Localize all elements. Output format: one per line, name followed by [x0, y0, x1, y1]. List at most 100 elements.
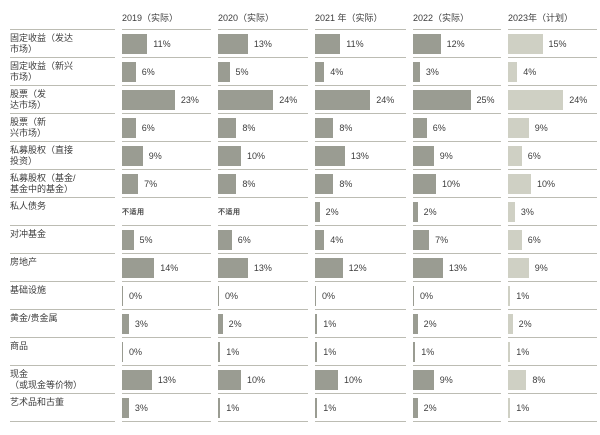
- bar-cell: 7%: [122, 170, 211, 198]
- bar-value-label: 1%: [516, 346, 530, 357]
- bar-cell: 4%: [315, 58, 406, 86]
- bar-cell: 0%: [122, 338, 211, 366]
- bar-value-label: 13%: [157, 374, 176, 385]
- label-column-header: [10, 8, 115, 30]
- row-label: 现金 （或现金等价物）: [10, 366, 115, 394]
- bar: [315, 89, 371, 110]
- bar-value-label: 1%: [226, 346, 240, 357]
- bar-value-label: 8%: [242, 122, 256, 133]
- bar-cell: 1%: [315, 310, 406, 338]
- bar-value-label: 14%: [160, 262, 179, 273]
- row-label: 商品: [10, 338, 115, 366]
- bar-cell: 1%: [508, 338, 597, 366]
- not-applicable-label: 不适用: [122, 208, 145, 216]
- bar-value-label: 5%: [235, 66, 249, 77]
- bar-value-label: 1%: [226, 402, 240, 413]
- bar-value-label: 1%: [323, 346, 337, 357]
- bar-value-label: 1%: [323, 402, 337, 413]
- bar-value-label: 8%: [339, 122, 353, 133]
- bar: [315, 285, 316, 306]
- bar-cell: 24%: [218, 86, 308, 114]
- bar-cell: 8%: [218, 114, 308, 142]
- bar-value-label: 10%: [344, 374, 363, 385]
- bar: [413, 201, 418, 222]
- bar-cell: 6%: [122, 58, 211, 86]
- bar-value-label: 6%: [527, 150, 541, 161]
- bar-value-label: 12%: [348, 262, 367, 273]
- bar-value-label: 10%: [442, 178, 461, 189]
- bar-value-label: 8%: [242, 178, 256, 189]
- bar-cell: 23%: [122, 86, 211, 114]
- bar: [218, 369, 241, 390]
- bar-cell: 4%: [508, 58, 597, 86]
- bar-value-label: 12%: [446, 38, 465, 49]
- bar-cell: 13%: [315, 142, 406, 170]
- bar: [413, 117, 427, 138]
- bar-value-label: 6%: [527, 234, 541, 245]
- bar: [508, 201, 515, 222]
- bar: [508, 173, 531, 194]
- bar-value-label: 2%: [518, 318, 532, 329]
- bar: [315, 369, 338, 390]
- bar-cell: 不适用: [218, 198, 308, 226]
- row-label: 股票（发 达市场）: [10, 86, 115, 114]
- bar: [315, 117, 334, 138]
- bar-value-label: 6%: [141, 66, 155, 77]
- bar: [122, 173, 139, 194]
- bar: [315, 313, 318, 334]
- bar-cell: 13%: [218, 30, 308, 58]
- bar-value-label: 7%: [144, 178, 158, 189]
- bar: [122, 145, 143, 166]
- row-label: 房地产: [10, 254, 115, 282]
- bar-cell: 3%: [413, 58, 501, 86]
- bar-value-label: 10%: [247, 150, 266, 161]
- bar-cell: 14%: [122, 254, 211, 282]
- bar-value-label: 13%: [253, 262, 272, 273]
- bar: [218, 397, 221, 418]
- bar-cell: 24%: [508, 86, 597, 114]
- bar-cell: 0%: [218, 282, 308, 310]
- row-label: 对冲基金: [10, 226, 115, 254]
- bar-cell: 0%: [122, 282, 211, 310]
- row-label: 固定收益（新兴 市场）: [10, 58, 115, 86]
- bar-value-label: 9%: [439, 150, 453, 161]
- column-header-2019: 2019（实际）: [122, 8, 211, 30]
- bar-value-label: 6%: [141, 122, 155, 133]
- bar-value-label: 9%: [534, 122, 548, 133]
- bar-cell: 2%: [413, 394, 501, 422]
- bar-value-label: 24%: [376, 94, 395, 105]
- bar: [508, 257, 529, 278]
- bar-cell: 3%: [122, 394, 211, 422]
- bar-value-label: 6%: [432, 122, 446, 133]
- bar-cell: 8%: [218, 170, 308, 198]
- bar-cell: 10%: [315, 366, 406, 394]
- bar-value-label: 0%: [322, 290, 336, 301]
- bar-cell: 8%: [315, 114, 406, 142]
- bar-value-label: 1%: [516, 290, 530, 301]
- bar: [122, 285, 123, 306]
- bar-value-label: 23%: [180, 94, 199, 105]
- bar-cell: 25%: [413, 86, 501, 114]
- bar-value-label: 2%: [423, 318, 437, 329]
- bar-cell: 10%: [413, 170, 501, 198]
- bar-cell: 2%: [413, 310, 501, 338]
- bar-cell: 8%: [508, 366, 597, 394]
- bar-cell: 9%: [508, 254, 597, 282]
- bar-value-label: 8%: [532, 374, 546, 385]
- bar-cell: 5%: [122, 226, 211, 254]
- bar: [508, 117, 529, 138]
- bar-value-label: 0%: [129, 346, 143, 357]
- row-label: 私募股权（基金/ 基金中的基金）: [10, 170, 115, 198]
- bar-cell: 15%: [508, 30, 597, 58]
- bar-value-label: 4%: [330, 234, 344, 245]
- bar-cell: 1%: [315, 338, 406, 366]
- bar-cell: 8%: [315, 170, 406, 198]
- bar-value-label: 25%: [476, 94, 495, 105]
- bar-cell: 11%: [315, 30, 406, 58]
- bar-cell: 0%: [315, 282, 406, 310]
- bar: [122, 33, 148, 54]
- bar-value-label: 10%: [537, 178, 556, 189]
- bar-value-label: 7%: [435, 234, 449, 245]
- bar: [122, 313, 129, 334]
